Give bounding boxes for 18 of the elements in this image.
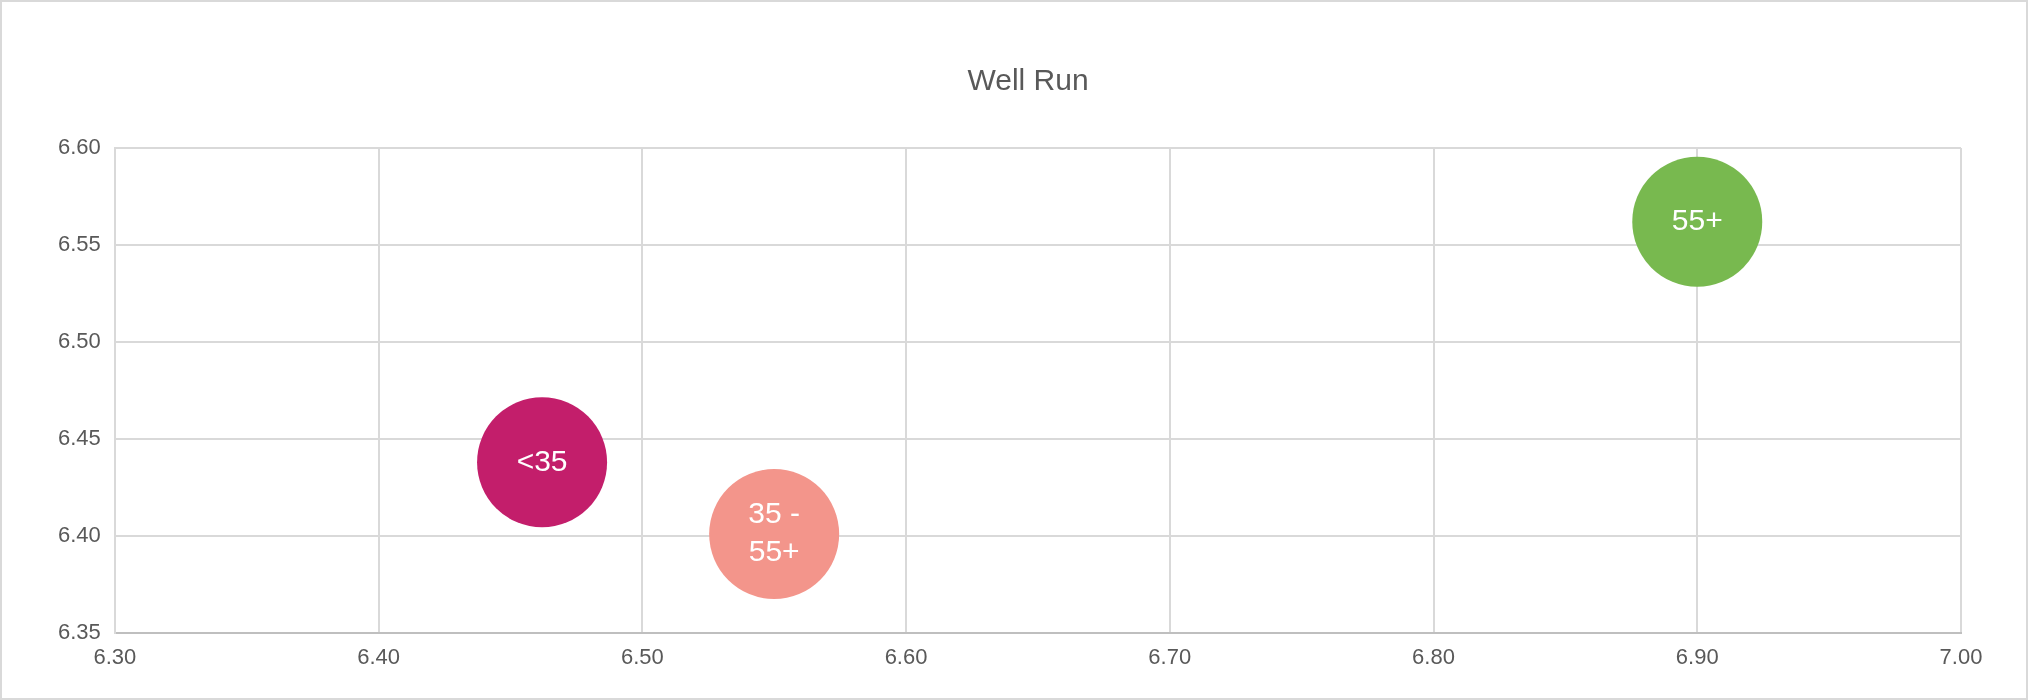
- x-tick-label: 6.70: [1148, 644, 1192, 670]
- x-tick-label: 6.90: [1675, 644, 1719, 670]
- x-tick-label: 6.30: [93, 644, 137, 670]
- series-label: <35: [516, 443, 568, 477]
- x-tick-label: 6.60: [884, 644, 928, 670]
- x-tick-label: 6.50: [620, 644, 664, 670]
- x-tick-label: 7.00: [1939, 644, 1983, 670]
- y-tick-label: 6.45: [57, 425, 101, 451]
- x-tick-label: 6.80: [1412, 644, 1455, 670]
- chart-title: Well Run: [967, 63, 1089, 97]
- y-tick-label: 6.35: [57, 619, 101, 645]
- x-tick-label: 6.40: [357, 644, 400, 670]
- y-tick-label: 6.60: [57, 134, 101, 160]
- y-tick-label: 6.40: [57, 522, 101, 548]
- y-tick-label: 6.50: [57, 328, 101, 354]
- series-label: 55+: [1671, 202, 1723, 236]
- y-tick-label: 6.55: [57, 231, 101, 257]
- series-label: 35 - 55+: [748, 496, 801, 568]
